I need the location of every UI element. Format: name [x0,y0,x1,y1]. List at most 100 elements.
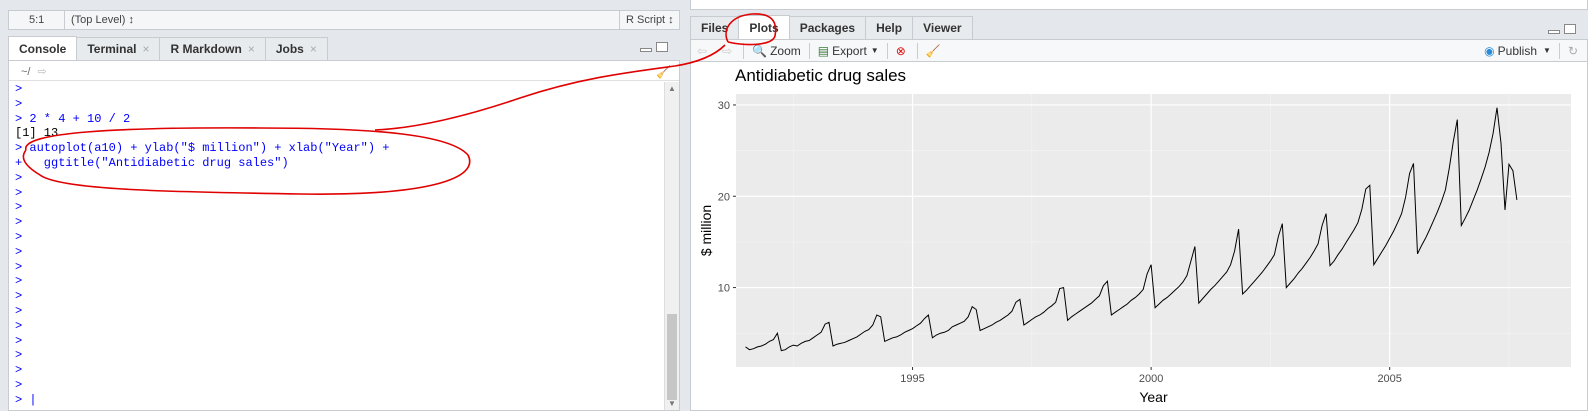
console-line: > | [15,392,37,407]
console-scrollbar[interactable]: ▲ ▼ [664,82,679,410]
publish-label: Publish [1497,43,1538,58]
previous-plot-button[interactable]: ⇦ [691,41,716,61]
refresh-button[interactable]: ↻ [1562,41,1587,61]
x-tick-label: 1995 [900,373,924,385]
tab-packages[interactable]: Packages [788,16,867,39]
plot-viewer: Antidiabetic drug sales 1995 2000 2005 10 20… [690,62,1588,411]
console-line: > [15,333,23,348]
tab-label: Plots [749,20,779,35]
scroll-up-icon[interactable]: ▲ [668,84,676,93]
go-to-directory-icon[interactable]: ⇨ [37,66,47,78]
x-axis-label: Year [1139,389,1168,405]
next-plot-button[interactable]: ⇨ [716,41,741,61]
left-pane: 5:1 (Top Level) ↕ R Script ↕ Console Ter… [0,0,688,411]
tab-files[interactable]: Files [690,16,740,39]
clear-plots-button[interactable]: 🧹 [920,41,950,61]
console-line: > [15,229,23,244]
console-tabbar: Console Terminal × R Markdown × Jobs × [8,36,680,60]
scroll-down-icon[interactable]: ▼ [668,399,676,408]
scope-selector[interactable]: (Top Level) ↕ [71,14,134,26]
plot-toolbar: ⇦ ⇨ 🔍 Zoom ▤ Export ▼ ⊗ 🧹 ◉ Publish ▼ ↻ [690,40,1588,62]
dropdown-arrow-icon: ▼ [870,46,879,55]
tab-terminal[interactable]: Terminal × [76,37,161,60]
tab-viewer[interactable]: Viewer [912,16,973,39]
tab-jobs[interactable]: Jobs × [264,37,328,60]
zoom-button[interactable]: 🔍 Zoom [746,41,807,61]
pane-controls [1548,24,1576,34]
toolbar-divider [808,42,810,59]
clear-console-icon[interactable]: 🧹 [656,65,671,79]
tab-label: Help [876,21,903,35]
tab-label: Jobs [275,42,304,56]
console-line: > [15,96,23,111]
tab-plots[interactable]: Plots [738,15,790,39]
plots-tabbar: Files Plots Packages Help Viewer [690,15,1588,40]
close-icon[interactable]: × [142,42,150,56]
arrow-left-icon: ⇦ [697,43,708,58]
console-line: [1] 13 [15,126,59,141]
console-output[interactable]: > > > 2 * 4 + 10 / 2 [1] 13 > autoplot(a10) … [9,82,663,410]
export-button[interactable]: ▤ Export ▼ [812,41,885,61]
tab-r-markdown[interactable]: R Markdown × [159,37,266,60]
working-directory-path: ~/ [21,66,31,78]
console-line: > [15,185,23,200]
toolbar-divider [743,42,745,59]
console-line: > [15,215,23,230]
y-tick-label: 10 [718,283,730,295]
console-line: > [15,289,23,304]
console-line: > [15,318,23,333]
tab-label: Console [19,41,67,56]
close-icon[interactable]: × [247,42,255,56]
console-line: > [15,200,23,215]
tab-label: Files [701,21,729,35]
broom-icon: 🧹 [925,43,941,58]
y-tick-label: 20 [718,191,730,203]
working-directory: ~/ ⇨ [9,61,679,81]
console-line: > [15,244,23,259]
remove-plot-button[interactable]: ⊗ [890,41,915,61]
maximize-pane-icon[interactable] [1564,24,1576,34]
chart-title: Antidiabetic drug sales [735,66,907,85]
editor-status-bar: 5:1 (Top Level) ↕ R Script ↕ [8,10,680,30]
cursor-position: 5:1 [9,11,65,29]
x-tick-label: 2000 [1139,373,1163,385]
dropdown-arrow-icon: ▼ [1543,46,1551,55]
pane-controls [640,42,668,52]
series-line [745,107,1518,352]
y-axis-label: $ million [698,205,714,256]
toolbar-divider [886,42,888,59]
scrollbar-thumb[interactable] [667,314,677,400]
console-line: > [15,274,23,289]
console-line: > [15,82,23,96]
chart-svg: 1995 2000 2005 10 20 30 Year $ million [698,94,1571,405]
console-panel[interactable]: ~/ ⇨ 🧹 > > > 2 * 4 + 10 / 2 [1] 13 > autoplo… [8,60,680,411]
upper-right-pane [690,0,1588,10]
minimize-pane-icon[interactable] [1548,30,1560,34]
file-type-selector[interactable]: R Script ↕ [619,11,679,29]
export-image-icon: ▤ [817,43,830,58]
export-label: Export [832,43,867,58]
arrow-right-icon: ⇨ [722,43,733,58]
plot-panel [736,94,1571,367]
console-line: > [15,348,23,363]
minimize-pane-icon[interactable] [640,48,652,52]
tab-label: Viewer [923,21,962,35]
publish-button[interactable]: ◉ Publish ▼ [1478,41,1557,61]
close-icon[interactable]: × [309,42,317,56]
toolbar-divider [1558,42,1560,59]
tab-help[interactable]: Help [865,16,914,39]
tab-label: Packages [799,21,856,35]
tab-console[interactable]: Console [8,36,78,60]
y-tick-label: 30 [718,100,730,112]
x-tick-label: 2005 [1377,373,1401,385]
console-line: > [15,363,23,378]
maximize-pane-icon[interactable] [656,42,668,52]
tab-label: Terminal [87,42,137,56]
console-line: > [15,303,23,318]
toolbar-divider [916,42,918,59]
magnifier-icon: 🔍 [752,43,768,58]
console-line: > [15,259,23,274]
tab-label: R Markdown [170,42,242,56]
zoom-label: Zoom [770,43,801,58]
